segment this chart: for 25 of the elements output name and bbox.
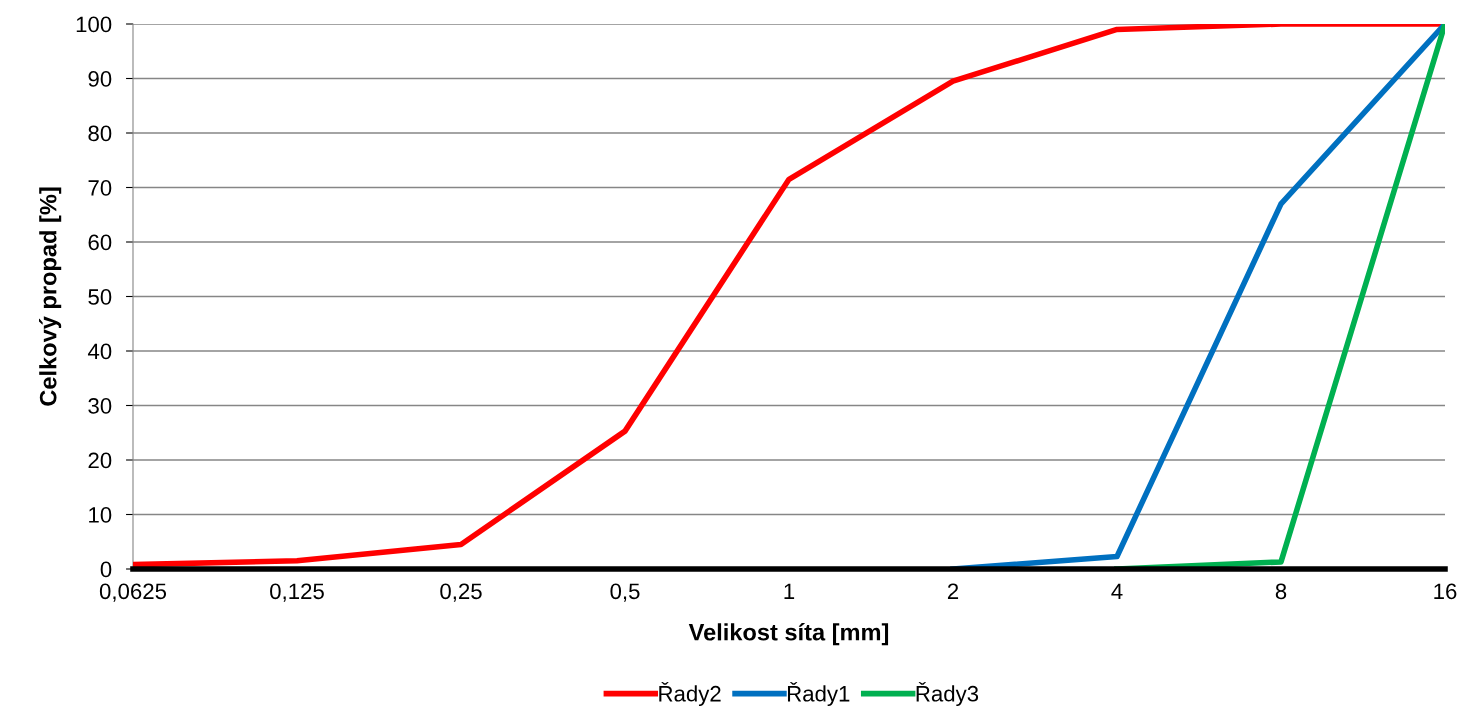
- y-tick-label: 10: [89, 507, 112, 523]
- y-tick-label: 0: [100, 561, 112, 578]
- x-tick-label: 4: [1111, 583, 1123, 599]
- x-tick-label: 0,125: [270, 583, 324, 602]
- x-tick-label: 0,25: [440, 583, 482, 602]
- y-axis-title: Celkový propad [%]: [38, 187, 62, 406]
- y-tick-label: 20: [88, 452, 112, 469]
- x-axis-title: Velikost síta [mm]: [688, 623, 889, 646]
- y-tick-label: 90: [88, 71, 112, 87]
- y-tick-label: 100: [76, 16, 112, 33]
- x-tick-label: 0,0625: [99, 583, 167, 602]
- x-tick-label: 16: [1434, 583, 1457, 600]
- legend-label: Řady3: [916, 681, 979, 706]
- x-tick-label: 1: [784, 583, 795, 599]
- legend-label: Řady1: [787, 681, 850, 706]
- y-tick-label: 30: [88, 398, 112, 414]
- x-tick-label: 0,5: [610, 583, 640, 602]
- y-tick-label: 50: [88, 289, 112, 305]
- y-tick-label: 80: [88, 125, 112, 142]
- x-tick-label: 8: [1275, 583, 1287, 600]
- y-tick-label: 60: [88, 234, 112, 251]
- y-tick-label: 70: [88, 180, 112, 196]
- y-tick-label: 40: [87, 343, 112, 360]
- legend-label: Řady2: [659, 681, 721, 706]
- x-tick-label: 2: [947, 583, 959, 599]
